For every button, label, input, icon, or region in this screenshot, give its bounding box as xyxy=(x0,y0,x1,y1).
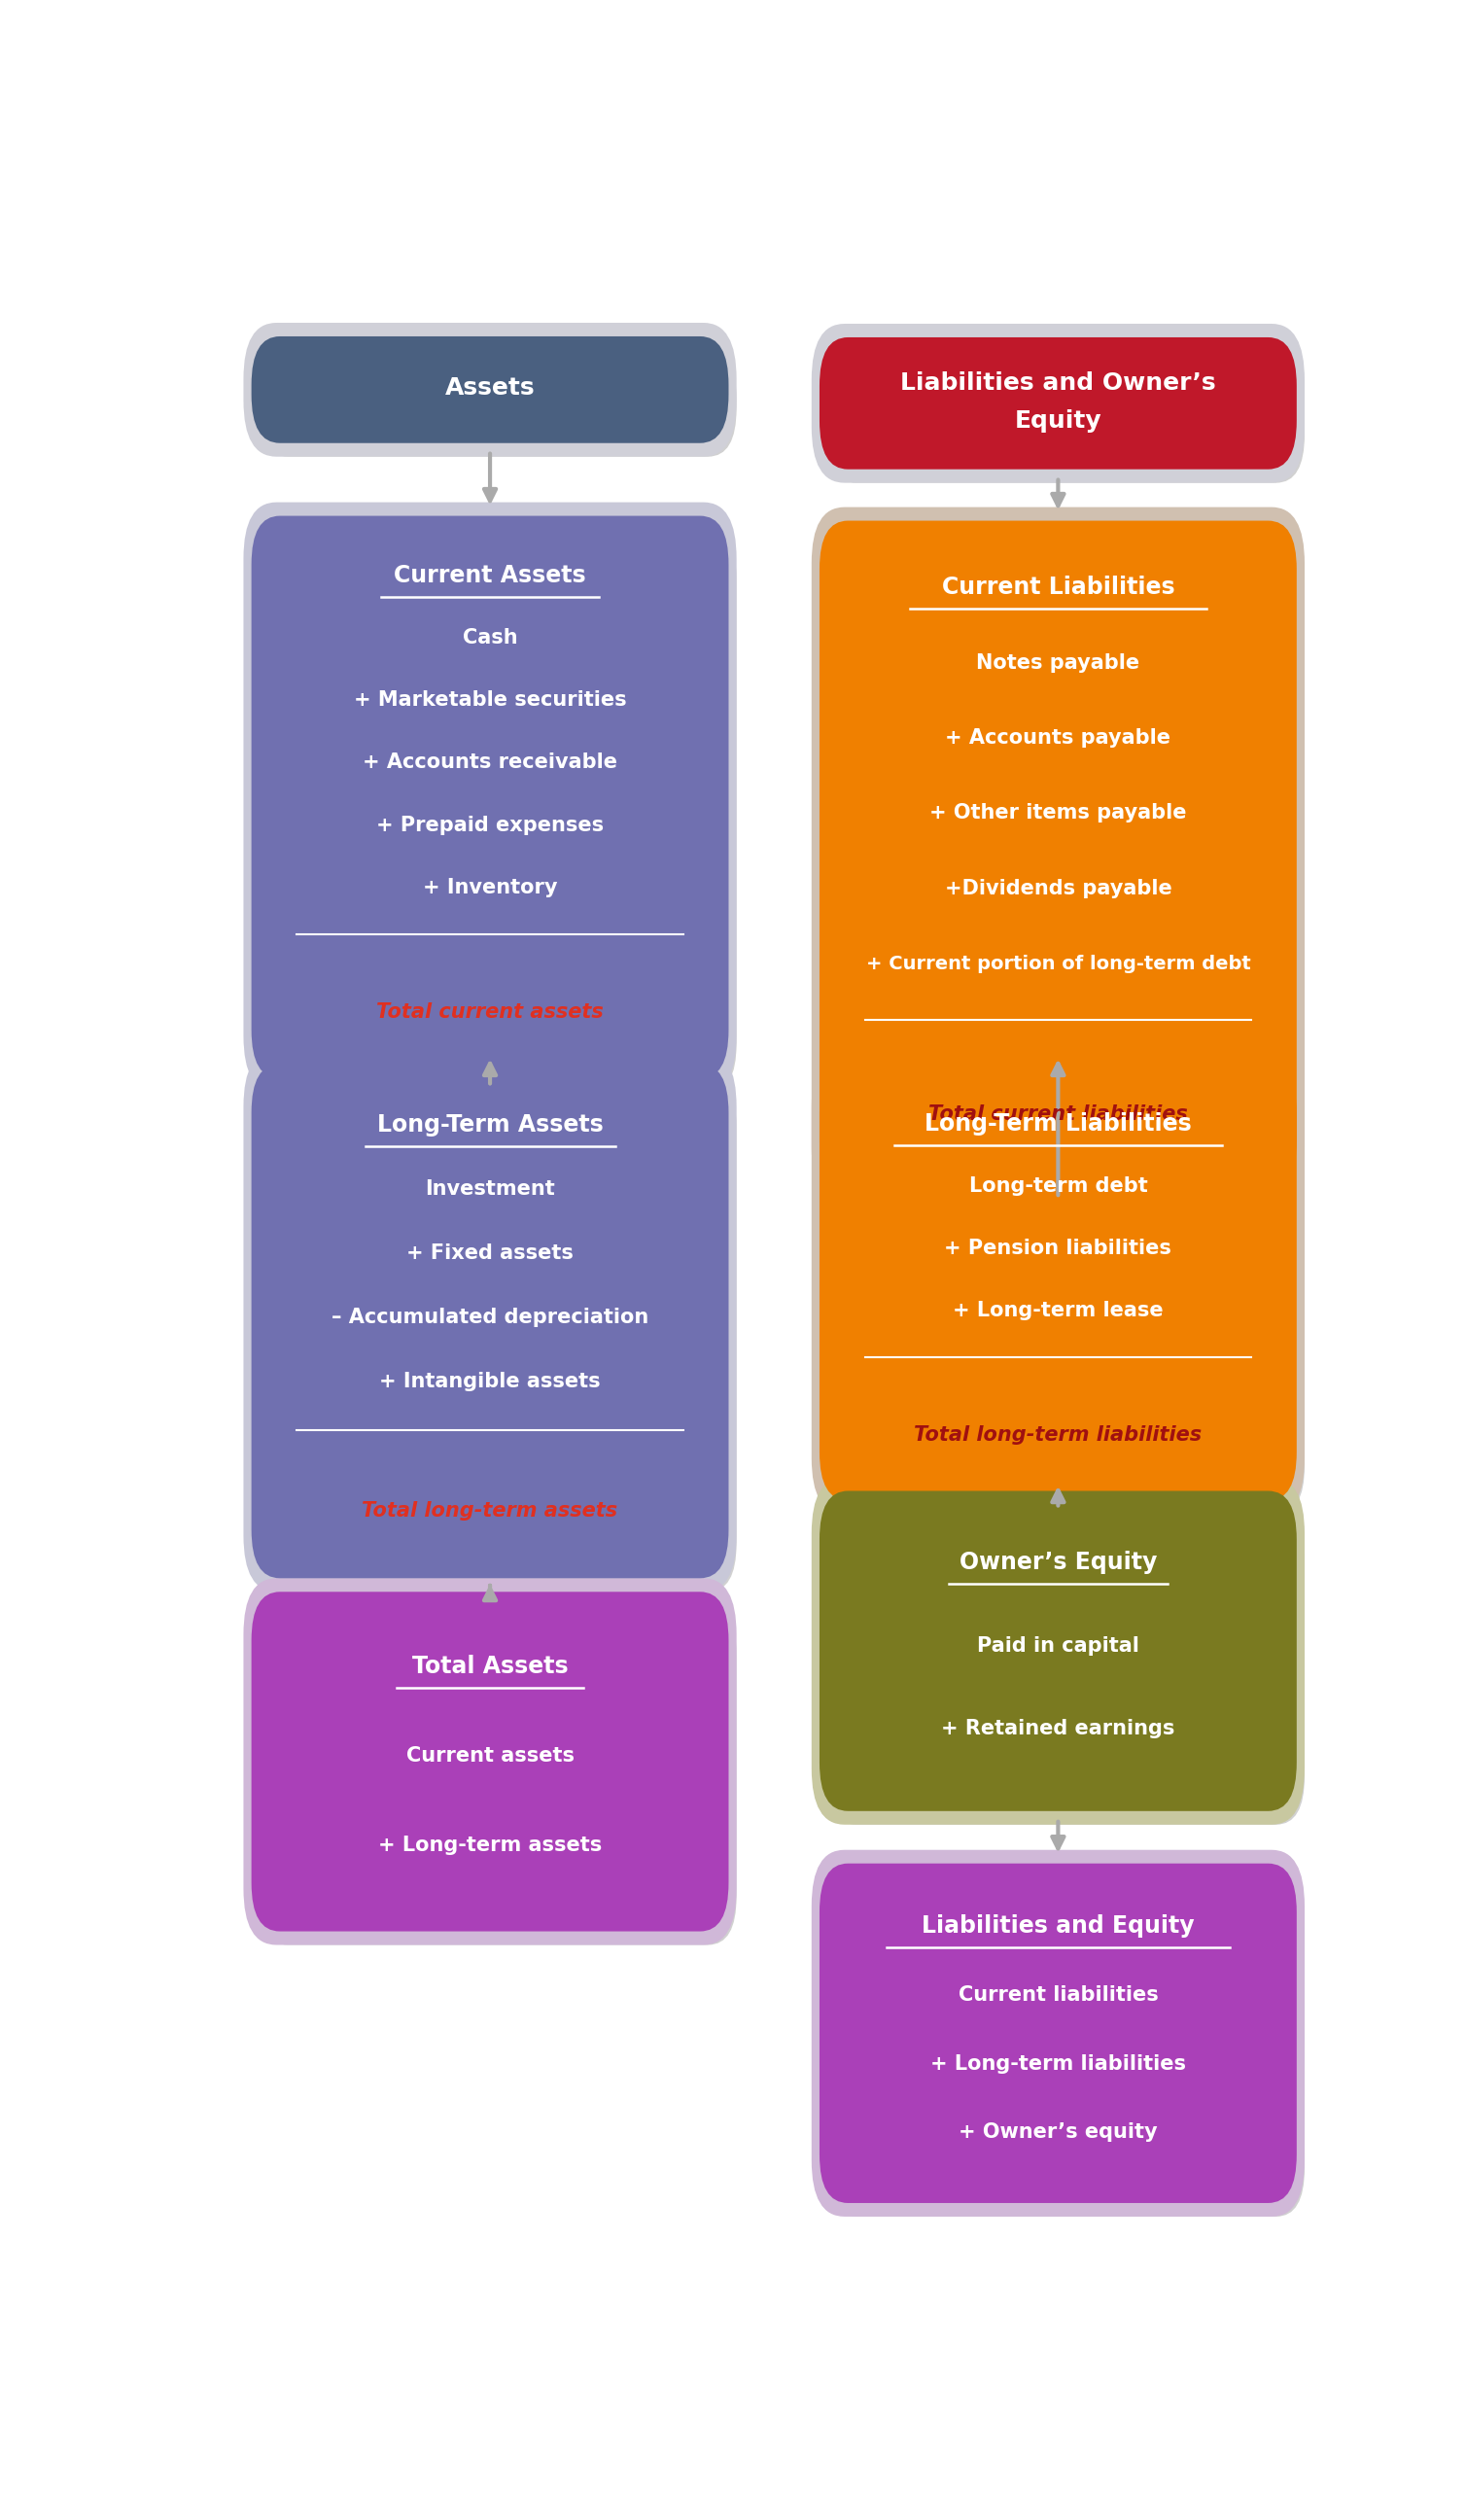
Text: +Dividends payable: +Dividends payable xyxy=(944,879,1171,897)
FancyBboxPatch shape xyxy=(812,323,1305,484)
FancyBboxPatch shape xyxy=(243,1051,736,1593)
FancyBboxPatch shape xyxy=(243,323,736,456)
Text: + Intangible assets: + Intangible assets xyxy=(380,1373,601,1391)
Text: + Retained earnings: + Retained earnings xyxy=(941,1719,1174,1739)
FancyBboxPatch shape xyxy=(259,529,736,1091)
Text: + Inventory: + Inventory xyxy=(422,877,557,897)
Text: Total current liabilities: Total current liabilities xyxy=(928,1104,1187,1124)
Text: Long-Term Assets: Long-Term Assets xyxy=(377,1114,603,1137)
FancyBboxPatch shape xyxy=(827,534,1305,1205)
Text: Liabilities and Equity: Liabilities and Equity xyxy=(922,1915,1195,1938)
Text: Total long-term liabilities: Total long-term liabilities xyxy=(915,1424,1202,1444)
Text: Paid in capital: Paid in capital xyxy=(976,1635,1139,1656)
Text: Current Assets: Current Assets xyxy=(394,564,586,587)
Text: – Accumulated depreciation: – Accumulated depreciation xyxy=(331,1308,648,1328)
FancyBboxPatch shape xyxy=(252,1063,729,1578)
FancyBboxPatch shape xyxy=(827,1877,1305,2218)
Text: Investment: Investment xyxy=(425,1179,556,1200)
Text: Current assets: Current assets xyxy=(406,1746,575,1767)
FancyBboxPatch shape xyxy=(259,350,736,456)
Text: + Long-term lease: + Long-term lease xyxy=(953,1300,1164,1320)
Text: Total long-term assets: Total long-term assets xyxy=(362,1502,617,1520)
Text: + Accounts payable: + Accounts payable xyxy=(946,728,1171,748)
FancyBboxPatch shape xyxy=(259,1079,736,1593)
FancyBboxPatch shape xyxy=(827,1504,1305,1824)
Text: + Fixed assets: + Fixed assets xyxy=(406,1242,573,1263)
FancyBboxPatch shape xyxy=(252,517,729,1079)
Text: Total Assets: Total Assets xyxy=(412,1656,569,1678)
Text: Liabilities and Owner’s: Liabilities and Owner’s xyxy=(900,373,1215,396)
Text: Equity: Equity xyxy=(1014,411,1101,433)
FancyBboxPatch shape xyxy=(243,501,736,1091)
Text: Long-Term Liabilities: Long-Term Liabilities xyxy=(925,1111,1192,1134)
Text: + Long-term liabilities: + Long-term liabilities xyxy=(931,2054,1186,2074)
Text: + Current portion of long-term debt: + Current portion of long-term debt xyxy=(866,955,1250,973)
Text: Total current assets: Total current assets xyxy=(377,1003,604,1023)
Text: + Owner’s equity: + Owner’s equity xyxy=(959,2122,1158,2142)
Text: Notes payable: Notes payable xyxy=(976,653,1139,673)
FancyBboxPatch shape xyxy=(819,338,1296,469)
Text: + Marketable securities: + Marketable securities xyxy=(353,690,626,711)
FancyBboxPatch shape xyxy=(812,1850,1305,2218)
FancyBboxPatch shape xyxy=(819,1862,1296,2202)
FancyBboxPatch shape xyxy=(812,1477,1305,1824)
FancyBboxPatch shape xyxy=(259,1605,736,1945)
Text: + Accounts receivable: + Accounts receivable xyxy=(362,753,617,774)
Text: Current liabilities: Current liabilities xyxy=(959,1986,1158,2006)
Text: + Prepaid expenses: + Prepaid expenses xyxy=(377,816,604,834)
FancyBboxPatch shape xyxy=(252,335,729,444)
FancyBboxPatch shape xyxy=(243,1578,736,1945)
Text: Current Liabilities: Current Liabilities xyxy=(941,575,1174,600)
FancyBboxPatch shape xyxy=(819,1492,1296,1812)
FancyBboxPatch shape xyxy=(827,1079,1305,1515)
FancyBboxPatch shape xyxy=(827,350,1305,484)
Text: + Long-term assets: + Long-term assets xyxy=(378,1835,603,1855)
FancyBboxPatch shape xyxy=(819,1063,1296,1499)
FancyBboxPatch shape xyxy=(819,522,1296,1189)
FancyBboxPatch shape xyxy=(252,1593,729,1930)
Text: Owner’s Equity: Owner’s Equity xyxy=(959,1550,1157,1572)
Text: Cash: Cash xyxy=(462,627,517,648)
Text: Long-term debt: Long-term debt xyxy=(969,1177,1148,1194)
FancyBboxPatch shape xyxy=(812,507,1305,1205)
Text: Assets: Assets xyxy=(446,375,535,401)
FancyBboxPatch shape xyxy=(812,1051,1305,1515)
Text: + Other items payable: + Other items payable xyxy=(929,804,1186,824)
Text: + Pension liabilities: + Pension liabilities xyxy=(944,1237,1171,1257)
